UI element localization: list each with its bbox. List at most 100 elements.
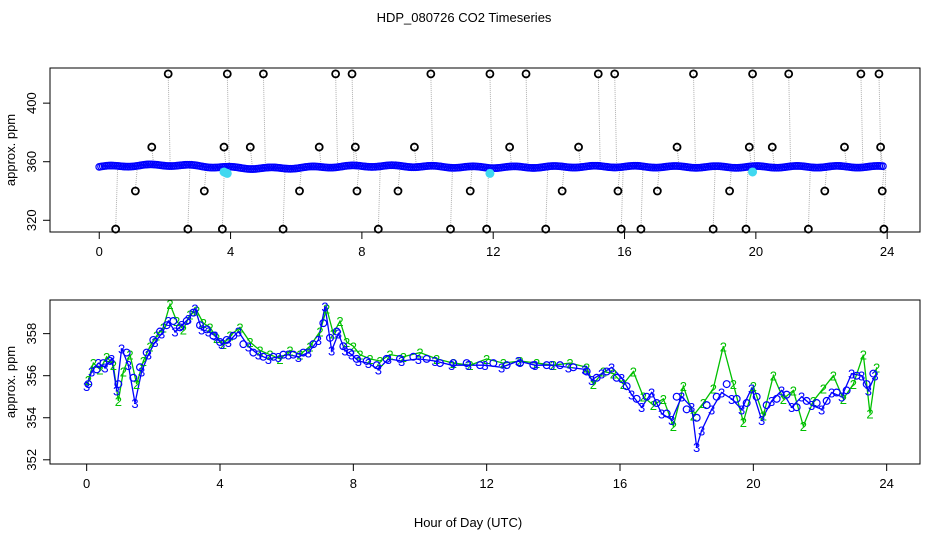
bottom-series-2-point: 2: [180, 322, 187, 337]
bottom-series-2-point: 2: [566, 356, 573, 371]
top-outlier-point: [613, 186, 623, 196]
top-outlier-point: [426, 69, 436, 79]
bottom-series-3-point: 3: [848, 367, 855, 382]
bottom-circle-point: [742, 399, 751, 408]
bottom-circle-point: [436, 359, 445, 368]
top-outlier-point: [485, 69, 495, 79]
bottom-circle-point: [409, 352, 418, 361]
top-outlier-point: [521, 69, 531, 79]
bottom-circle-point: [692, 413, 701, 422]
top-outlier-point: [258, 69, 268, 79]
top-outlier-point: [147, 142, 157, 152]
bottom-series-3-point: 3: [198, 322, 205, 337]
bottom-circle-point: [339, 342, 348, 351]
top-outlier-point: [183, 224, 193, 234]
bottom-series-3-point: 3: [481, 358, 488, 373]
bottom-series-3-point: 3: [101, 360, 108, 375]
top-data-points: [95, 69, 889, 234]
bottom-x-tick-label: 8: [350, 476, 357, 491]
bottom-series-3-point: 3: [838, 390, 845, 405]
top-outlier-point: [876, 142, 886, 152]
bottom-circle-point: [862, 380, 871, 389]
top-y-tick-label: 400: [24, 92, 39, 114]
bottom-circle-point: [84, 380, 93, 389]
bottom-series-3-point: 3: [808, 398, 815, 413]
bottom-circle-point: [269, 352, 278, 361]
bottom-series-3-point: 3: [498, 360, 505, 375]
bottom-series-2-point: 2: [126, 348, 133, 363]
bottom-series-3-point: 3: [748, 381, 755, 396]
bottom-circle-point: [732, 394, 741, 403]
bottom-circle-point: [249, 348, 258, 357]
bottom-series-2-point: 2: [780, 392, 787, 407]
bottom-series-3-point: 3: [638, 400, 645, 415]
bottom-x-tick-label: 12: [479, 476, 493, 491]
bottom-series-3-point: 3: [668, 413, 675, 428]
top-y-tick-label: 360: [24, 151, 39, 173]
bottom-series-2-point: 2: [790, 383, 797, 398]
bottom-series-3-point: 3: [688, 400, 695, 415]
top-outlier-point: [245, 142, 255, 152]
top-outlier-point: [219, 142, 229, 152]
bottom-series-2-point: 2: [256, 343, 263, 358]
top-cyan-point: [485, 168, 495, 178]
bottom-circle-point: [569, 363, 578, 372]
bottom-series-2-point: 2: [110, 358, 117, 373]
top-outlier-point: [410, 142, 419, 152]
top-connector-line: [226, 73, 230, 167]
top-connector-line: [745, 166, 749, 230]
top-outlier-point: [616, 224, 626, 234]
bottom-series-2-point: 2: [483, 352, 490, 367]
top-cyan-point: [748, 167, 758, 177]
x-axis-title: Hour of Day (UTC): [414, 515, 522, 530]
bottom-series-2-point: 2: [770, 369, 777, 384]
bottom-series-2-point: 2: [466, 358, 473, 373]
top-outlier-point: [741, 224, 751, 234]
top-y-axis-title: approx. ppm: [3, 114, 18, 186]
bottom-circle-point: [842, 386, 851, 395]
top-outlier-point: [636, 224, 646, 234]
top-x-tick-label: 12: [486, 244, 500, 259]
top-outlier-point: [840, 142, 849, 152]
top-baseline-point: [879, 162, 887, 171]
bottom-series-3-point: 3: [758, 413, 765, 428]
bottom-series-2-point: 2: [516, 354, 523, 369]
top-outlier-point: [874, 69, 884, 79]
bottom-circle-point: [396, 354, 405, 363]
bottom-x-tick-label: 24: [879, 476, 893, 491]
bottom-series-2-point: 2: [830, 369, 837, 384]
bottom-circle-point: [582, 367, 591, 376]
top-connector-line: [620, 166, 624, 230]
bottom-series-2-point: 2: [90, 356, 97, 371]
top-outlier-point: [877, 186, 887, 196]
top-connector-line: [525, 73, 529, 167]
bottom-series-3-point: 3: [678, 390, 685, 405]
bottom-circle-point: [592, 373, 601, 382]
top-connector-line: [860, 73, 864, 167]
bottom-circle-point: [662, 409, 671, 418]
top-outlier-point: [446, 224, 455, 234]
bottom-series-3-point: 3: [321, 299, 328, 314]
bottom-series-3-point: 3: [125, 358, 132, 373]
bottom-circle-point: [229, 331, 238, 340]
top-outlier-point: [672, 142, 682, 152]
bottom-circle-point: [382, 354, 391, 363]
top-connector-line: [614, 73, 618, 167]
bottom-y-axis-title: approx. ppm: [3, 346, 18, 418]
bottom-series-3-point: 3: [718, 386, 725, 401]
top-connector-line: [335, 73, 339, 167]
bottom-series-3-point: 3: [728, 392, 735, 407]
bottom-circle-point: [642, 392, 651, 401]
bottom-series-3-point: 3: [598, 367, 605, 382]
bottom-series-3-point: 3: [88, 364, 95, 379]
bottom-series-2-point: 2: [323, 301, 330, 316]
bottom-series-3-point: 3: [95, 356, 102, 371]
bottom-series-3-point: 3: [548, 358, 555, 373]
bottom-series-2-point: 2: [840, 392, 847, 407]
bottom-series-2-point: 2: [873, 360, 880, 375]
bottom-circle-point: [489, 359, 498, 368]
bottom-series-3-point: 3: [768, 394, 775, 409]
top-outlier-point: [505, 142, 515, 152]
